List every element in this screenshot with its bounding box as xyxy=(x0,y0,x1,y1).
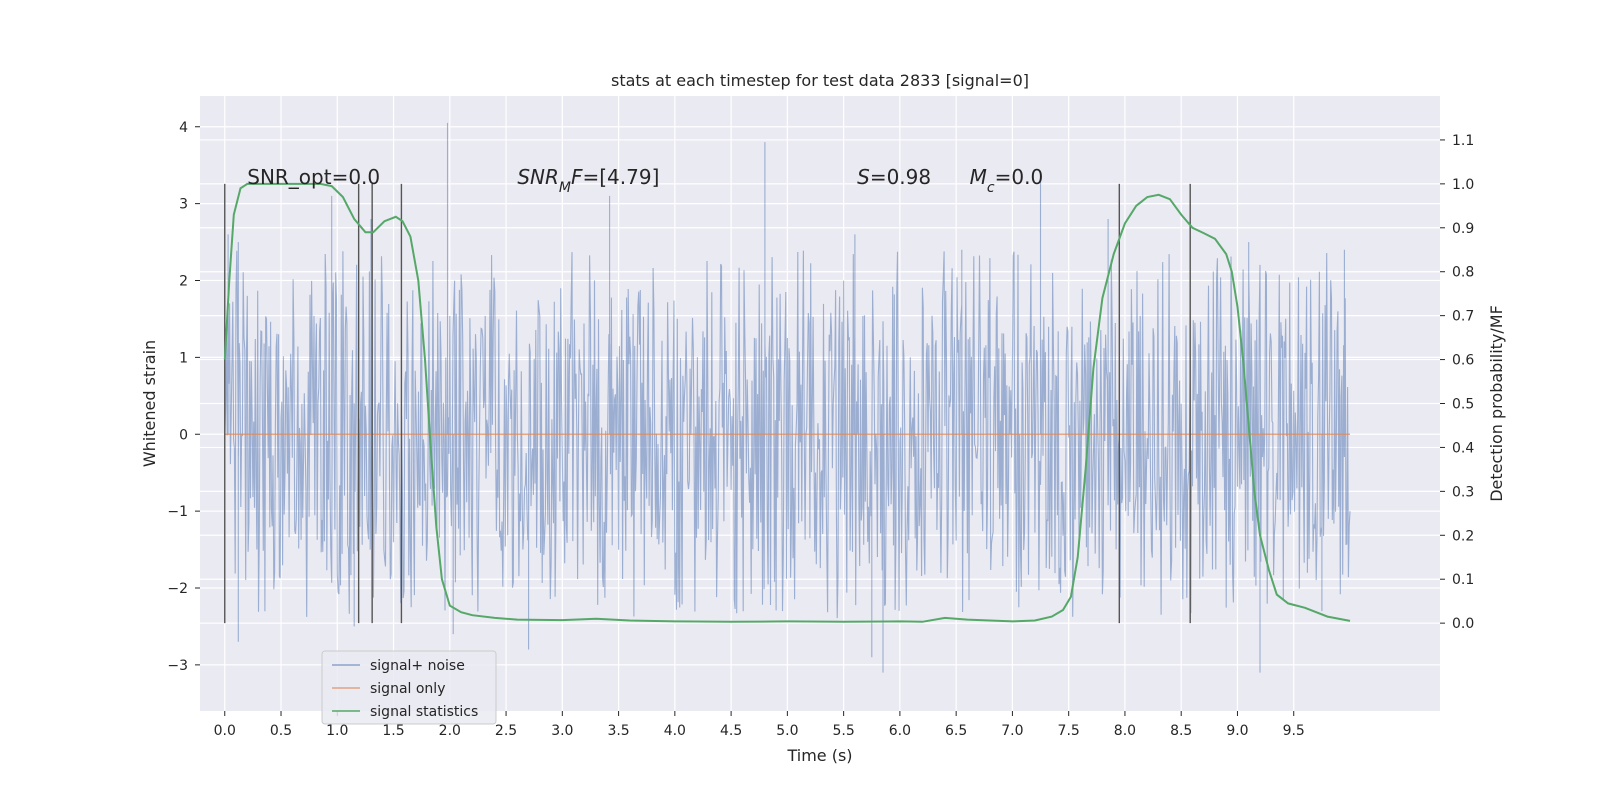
x-tick-label-6: 3.0 xyxy=(551,723,573,739)
y-left-axis-ticks: −3 −2 −1 0 1 2 3 4 xyxy=(167,120,200,674)
chart-title: stats at each timestep for test data 283… xyxy=(611,71,1029,90)
annotation-3-part-1: c xyxy=(987,180,995,196)
x-tick-label-17: 8.5 xyxy=(1170,723,1192,739)
x-tick-label-4: 2.0 xyxy=(439,723,461,739)
y-right-tick-label-6: 0.6 xyxy=(1452,353,1474,369)
annotation-3-part-2: =0.0 xyxy=(995,165,1044,189)
legend: signal+ noise signal only signal statist… xyxy=(321,650,497,725)
x-tick-label-14: 7.0 xyxy=(1001,723,1023,739)
y-right-axis-label: Detection probability/MF xyxy=(1487,305,1506,502)
grid xyxy=(200,96,1440,711)
y-right-tick-label-8: 0.8 xyxy=(1452,265,1474,281)
y-right-tick-label-5: 0.5 xyxy=(1452,397,1474,413)
annotation-1-part-2: F xyxy=(571,165,583,189)
y-left-tick-label-6: 3 xyxy=(179,197,188,213)
y-left-tick-label-7: 4 xyxy=(179,120,188,136)
y-right-tick-label-7: 0.7 xyxy=(1452,309,1474,325)
signal-statistics-series xyxy=(223,182,1351,623)
y-left-tick-label-1: −2 xyxy=(167,581,188,597)
x-tick-label-0: 0.0 xyxy=(214,723,236,739)
annotation-2: S=0.98 xyxy=(857,165,931,189)
annotation-1: SNRMF=[4.79] xyxy=(517,165,659,196)
x-tick-label-12: 6.0 xyxy=(889,723,911,739)
annotation-2-part-0: S xyxy=(857,165,870,189)
annotation-1-part-0: SNR xyxy=(517,165,559,189)
signal-statistics-line xyxy=(223,182,1351,623)
x-tick-label-11: 5.5 xyxy=(832,723,854,739)
y-right-tick-label-0: 0.0 xyxy=(1452,616,1474,632)
x-tick-label-2: 1.0 xyxy=(326,723,348,739)
x-tick-label-10: 5.0 xyxy=(776,723,798,739)
legend-label-signal-statistics: signal statistics xyxy=(370,704,478,720)
legend-label-signal-only: signal only xyxy=(370,681,445,697)
y-right-tick-label-11: 1.1 xyxy=(1452,133,1474,149)
y-right-axis-ticks: 0.0 0.1 0.2 0.3 0.4 0.5 0.6 0.7 0.8 0.9 1.0 1.1 xyxy=(1440,133,1474,632)
y-left-tick-label-5: 2 xyxy=(179,274,188,290)
annotation-0: SNR_opt=0.0 xyxy=(247,165,380,189)
annotation-3-part-0: M xyxy=(970,165,987,189)
y-right-tick-label-4: 0.4 xyxy=(1452,440,1474,456)
y-left-tick-label-4: 1 xyxy=(179,350,188,366)
legend-label-signal-noise: signal+ noise xyxy=(370,658,465,674)
y-right-tick-label-1: 0.1 xyxy=(1452,572,1474,588)
x-axis-label: Time (s) xyxy=(786,746,852,765)
annotations: SNR_opt=0.0 SNRMF=[4.79] S=0.98 Mc=0.0 xyxy=(247,165,1043,196)
y-left-tick-label-2: −1 xyxy=(167,504,188,520)
x-tick-label-9: 4.5 xyxy=(720,723,742,739)
y-left-axis-label: Whitened strain xyxy=(140,340,159,467)
annotation-2-part-1: =0.98 xyxy=(870,165,931,189)
x-tick-label-13: 6.5 xyxy=(945,723,967,739)
x-tick-label-18: 9.0 xyxy=(1226,723,1248,739)
legend-box xyxy=(321,650,497,725)
x-tick-label-19: 9.5 xyxy=(1283,723,1305,739)
signal-noise-line xyxy=(224,122,1351,673)
x-axis-ticks: 0.0 0.5 1.0 1.5 2.0 2.5 3.0 3.5 4.0 4.5 5.0 5.5 6.0 6… xyxy=(214,711,1305,739)
y-right-tick-label-10: 1.0 xyxy=(1452,177,1474,193)
signal-noise-series xyxy=(224,122,1351,673)
y-right-tick-label-9: 0.9 xyxy=(1452,221,1474,237)
x-tick-label-3: 1.5 xyxy=(382,723,404,739)
x-tick-label-8: 4.0 xyxy=(664,723,686,739)
y-right-tick-label-2: 0.2 xyxy=(1452,528,1474,544)
annotation-1-part-1: M xyxy=(559,180,571,196)
annotation-1-part-3: =[4.79] xyxy=(582,165,659,189)
x-tick-label-7: 3.5 xyxy=(607,723,629,739)
y-left-tick-label-3: 0 xyxy=(179,427,188,443)
vertical-markers xyxy=(224,183,1191,624)
x-tick-label-5: 2.5 xyxy=(495,723,517,739)
x-tick-label-16: 8.0 xyxy=(1114,723,1136,739)
y-right-tick-label-3: 0.3 xyxy=(1452,484,1474,500)
y-left-tick-label-0: −3 xyxy=(167,658,188,674)
annotation-3: Mc=0.0 xyxy=(970,165,1044,196)
x-tick-label-1: 0.5 xyxy=(270,723,292,739)
x-tick-label-15: 7.5 xyxy=(1058,723,1080,739)
annotation-0-part-0: SNR_opt=0.0 xyxy=(247,165,380,189)
